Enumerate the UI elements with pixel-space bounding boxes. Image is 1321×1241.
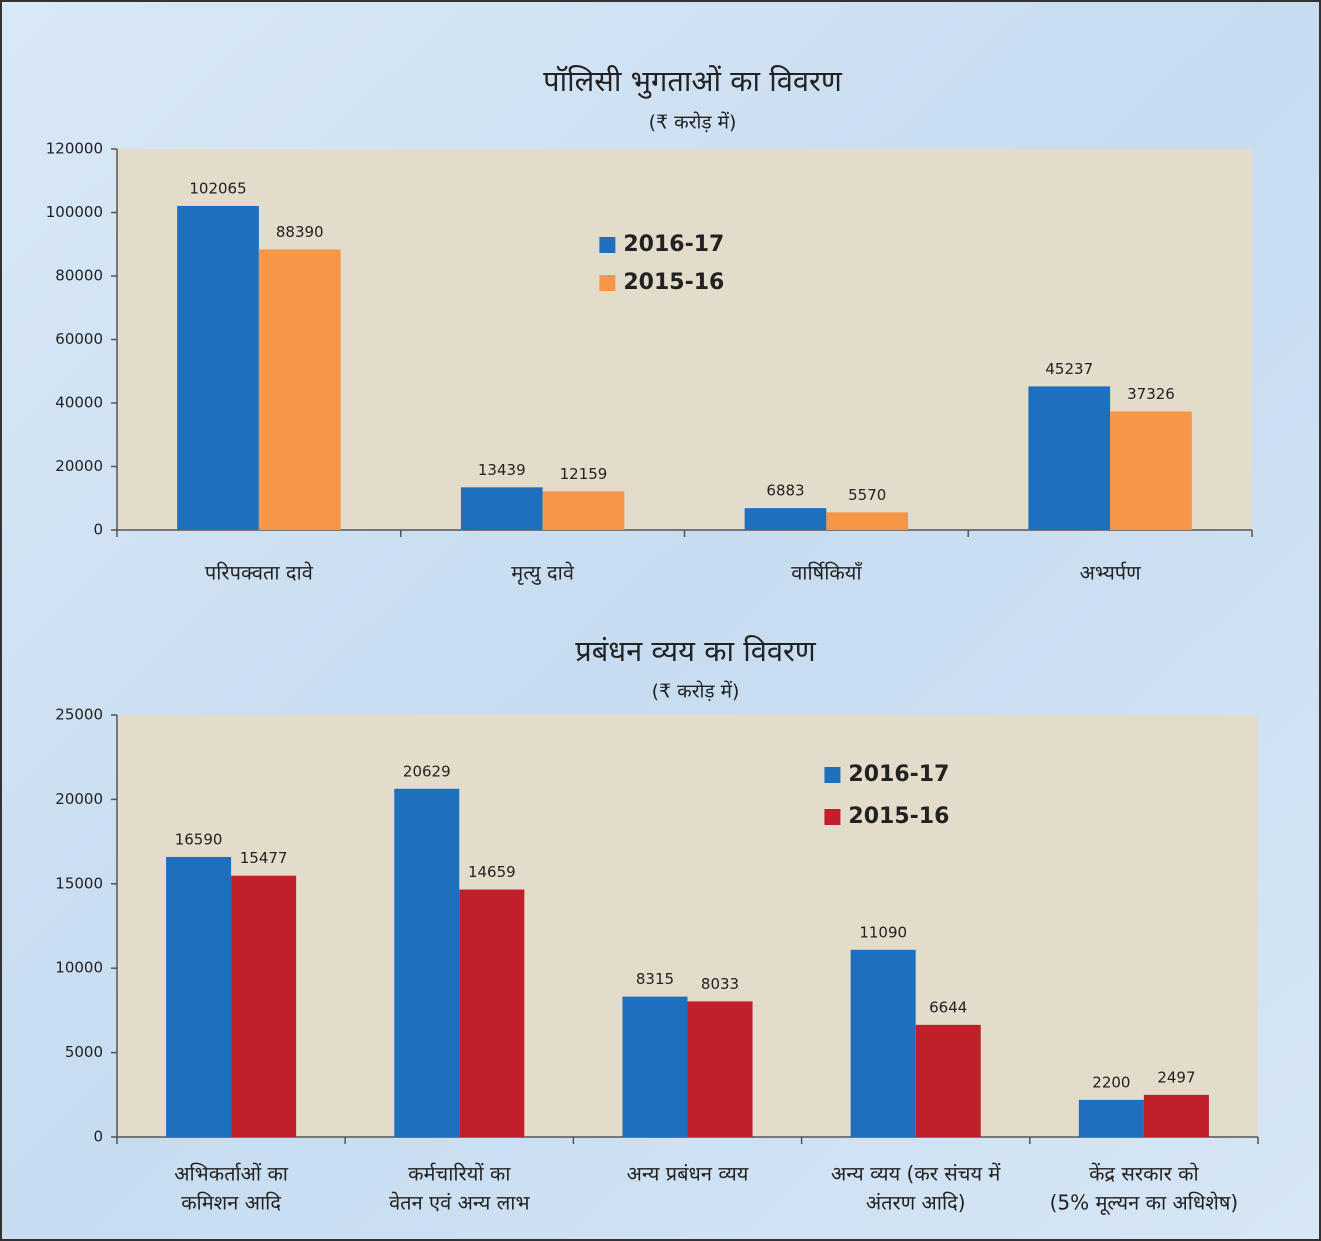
chart-title: प्रबंधन व्यय का विवरण [575,634,817,668]
y-tick-label: 40000 [55,394,103,412]
value-label: 37326 [1127,385,1175,403]
x-tick-label: कमिशन आदि [181,1191,281,1215]
value-label: 16590 [175,830,223,848]
y-tick-label: 80000 [55,267,103,285]
value-label: 88390 [276,223,324,241]
x-tick-label: अभ्यर्पण [1080,561,1142,585]
x-tick-label: परिपक्वता दावे [205,561,314,585]
value-label: 45237 [1045,360,1093,378]
x-tick-label: वार्षिकियाँ [791,561,862,585]
value-label: 5570 [848,486,886,504]
x-tick-label: केंद्र सरकार को [1089,1162,1199,1186]
legend-label: 2016-17 [623,232,724,257]
value-label: 2497 [1157,1068,1195,1086]
y-tick-label: 15000 [55,874,103,892]
legend-swatch [824,809,841,825]
y-tick-label: 10000 [55,959,103,977]
bar [459,889,525,1137]
bar [1110,411,1192,530]
bar [826,512,909,530]
value-label: 6644 [929,998,967,1016]
x-tick-label: मृत्यु दावे [511,561,575,586]
bar [915,1024,981,1137]
bar [850,949,916,1137]
x-tick-label: अन्य प्रबंधन व्यय [627,1162,749,1186]
value-label: 11090 [859,923,907,941]
value-label: 15477 [240,849,288,867]
x-tick-label: अन्य व्यय (कर संचय में [831,1162,1001,1186]
chart-title: पॉलिसी भुगताओं का विवरण [543,64,843,99]
chart-subtitle: (₹ करोड़ में) [649,111,737,134]
legend-swatch [599,275,616,291]
y-tick-label: 120000 [46,140,103,158]
y-tick-label: 20000 [55,790,103,808]
value-label: 8315 [636,970,674,988]
value-label: 8033 [701,975,739,993]
x-tick-label: कर्मचारियों का [408,1162,511,1186]
legend-swatch [824,767,841,783]
y-tick-label: 0 [93,1128,103,1146]
bar [166,856,232,1137]
bar [460,487,543,530]
x-tick-label: (5% मूल्यन का अधिशेष) [1050,1191,1239,1216]
y-tick-label: 20000 [55,457,103,475]
y-tick-label: 100000 [46,203,103,221]
value-label: 2200 [1092,1073,1130,1091]
value-label: 102065 [189,179,246,197]
value-label: 6883 [766,482,804,500]
x-tick-label: वेतन एवं अन्य लाभ [389,1191,530,1215]
x-tick-label: अभिकर्ताओं का [174,1162,289,1186]
bar [622,996,688,1137]
y-tick-label: 25000 [55,706,103,724]
value-label: 14659 [468,863,516,881]
bar [1028,386,1111,530]
y-tick-label: 60000 [55,330,103,348]
legend-label: 2015-16 [848,804,949,829]
y-tick-label: 0 [93,521,103,539]
legend-swatch [599,237,616,253]
x-tick-label: अंतरण आदि) [866,1191,966,1215]
value-label: 12159 [560,465,608,483]
bar [1143,1094,1209,1137]
bar [231,875,297,1137]
y-tick-label: 5000 [65,1043,103,1061]
bar [1078,1099,1144,1137]
value-label: 20629 [403,762,451,780]
bar [744,508,827,530]
bar [258,249,341,530]
bar [687,1001,753,1137]
legend-label: 2016-17 [848,762,949,787]
bar [394,788,460,1137]
bar [177,205,259,531]
bar [542,491,625,530]
value-label: 13439 [478,461,526,479]
chart-subtitle: (₹ करोड़ में) [652,680,740,703]
legend-label: 2015-16 [623,270,724,295]
